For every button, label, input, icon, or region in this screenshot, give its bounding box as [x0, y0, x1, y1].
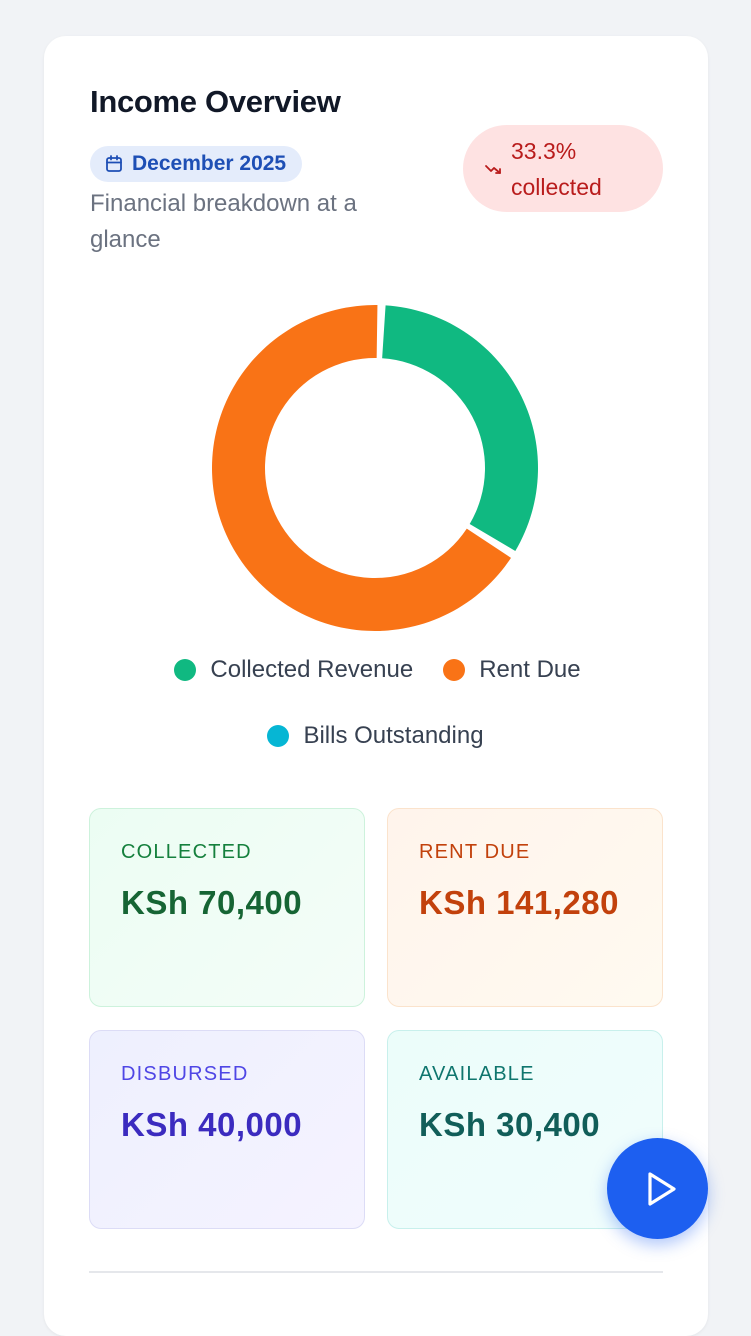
legend-dot-rent-due [443, 659, 466, 681]
chart-legend: Collected Revenue Rent Due [0, 656, 751, 684]
income-donut-chart [212, 305, 538, 631]
donut-slice-collected-revenue[interactable] [382, 305, 538, 551]
available-stat-card[interactable]: AVAILABLE KSh 30,400 [387, 1030, 663, 1229]
legend-dot-bills-outstanding [267, 725, 290, 747]
rent-due-stat-amount: KSh 141,280 [419, 884, 619, 921]
collected-stat-card[interactable]: COLLECTED KSh 70,400 [89, 808, 365, 1007]
page-subtitle: Financial breakdown at a glance [90, 190, 357, 253]
play-icon [635, 1169, 681, 1209]
donut-slice-rent-due[interactable] [212, 305, 511, 631]
period-badge[interactable]: December 2025 [90, 146, 303, 182]
disbursed-stat-label: DISBURSED [121, 1063, 249, 1085]
available-stat-amount: KSh 30,400 [419, 1106, 601, 1143]
disbursed-stat-amount: KSh 40,000 [121, 1106, 303, 1143]
legend-item-bills-outstanding[interactable]: Bills Outstanding [267, 722, 484, 750]
legend-label-collected-revenue: Collected Revenue [210, 656, 414, 683]
period-label: December 2025 [132, 152, 287, 175]
legend-label-bills-outstanding: Bills Outstanding [303, 722, 484, 749]
collected-percent-text: 33.3% collected [511, 133, 651, 205]
calendar-icon [104, 154, 124, 174]
legend-item-rent-due[interactable]: Rent Due [443, 656, 581, 684]
collected-percent-suffix: collected [511, 173, 602, 200]
collected-percent-badge: 33.3% collected [463, 125, 663, 212]
trending-down-icon [463, 158, 511, 180]
page-title: Income Overview [90, 84, 341, 119]
legend-dot-collected-revenue [174, 659, 197, 681]
rent-due-stat-card[interactable]: RENT DUE KSh 141,280 [387, 808, 663, 1007]
collected-percent-value: 33.3% [511, 137, 577, 164]
chart-legend-row-2: Bills Outstanding [0, 722, 751, 750]
disbursed-stat-card[interactable]: DISBURSED KSh 40,000 [89, 1030, 365, 1229]
collected-stat-label: COLLECTED [121, 841, 252, 863]
section-divider [89, 1271, 663, 1273]
legend-label-rent-due: Rent Due [479, 656, 581, 683]
play-button[interactable] [607, 1138, 708, 1239]
available-stat-label: AVAILABLE [419, 1063, 535, 1085]
legend-item-collected-revenue[interactable]: Collected Revenue [174, 656, 413, 684]
collected-stat-amount: KSh 70,400 [121, 884, 303, 921]
rent-due-stat-label: RENT DUE [419, 841, 531, 863]
